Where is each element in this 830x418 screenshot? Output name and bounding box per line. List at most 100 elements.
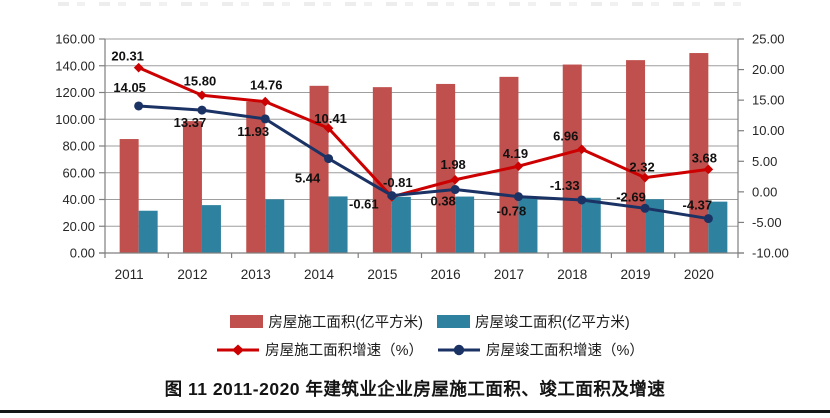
right-axis-tick-label: 0.00 <box>752 184 777 199</box>
legend-row-lines: 房屋施工面积增速（%） 房屋竣工面积增速（%） <box>216 339 644 360</box>
legend-swatch-completed-area <box>437 315 470 328</box>
right-axis-tick-label: 25.00 <box>752 32 785 47</box>
bar <box>518 196 538 253</box>
diamond-marker <box>640 172 650 183</box>
circle-marker <box>260 114 270 124</box>
data-label: 0.38 <box>430 194 455 209</box>
circle-marker <box>450 185 460 195</box>
line-series-2 <box>137 66 710 199</box>
bar <box>708 201 728 253</box>
x-axis-labels: 2011 2012 2013 2014 2015 2016 2017 2018 2019 2020 <box>115 267 714 282</box>
bar <box>436 83 456 253</box>
data-label: 14.76 <box>250 78 283 93</box>
cropped-text-remnant <box>58 2 748 6</box>
legend-item-completed-area: 房屋竣工面积(亿平方米) <box>437 311 630 332</box>
data-label: 3.68 <box>692 150 717 165</box>
bar <box>499 76 519 253</box>
right-axis-labels: -10.00 -5.00 0.00 5.00 10.00 15.00 20.00 25.00 <box>752 32 789 261</box>
left-axis-tick-label: 140.00 <box>55 58 95 73</box>
data-labels-series-2: 20.31 15.80 14.76 10.41 -0.81 1.98 4.19 6.96 2.3… <box>111 49 717 190</box>
left-axis-tick-label: 20.00 <box>62 219 95 234</box>
figure-caption: 图 11 2011-2020 年建筑业企业房屋施工面积、竣工面积及增速 <box>164 379 666 399</box>
left-axis-tick-label: 40.00 <box>62 192 95 207</box>
legend-label-completed-area: 房屋竣工面积(亿平方米) <box>475 315 630 331</box>
x-axis-year-label: 2014 <box>304 267 335 282</box>
data-label: -4.37 <box>683 198 713 213</box>
data-label: 15.80 <box>184 73 217 88</box>
diamond-marker <box>703 164 714 175</box>
left-axis-labels: 0.00 20.00 40.00 60.00 80.00 100.00 120.00 140.… <box>55 32 95 261</box>
data-label: 2.32 <box>629 160 654 175</box>
data-label: 1.98 <box>440 157 465 172</box>
diamond-marker <box>197 90 207 101</box>
markers-series-3 <box>134 101 713 224</box>
bar <box>246 101 266 253</box>
x-axis-year-label: 2020 <box>684 267 714 282</box>
legend-swatch-completed-growth-line-circle <box>438 344 480 355</box>
right-axis-tick-label: -5.00 <box>752 215 782 230</box>
circle-marker <box>513 192 523 202</box>
data-label: 10.41 <box>314 111 347 126</box>
diamond-marker <box>260 96 271 107</box>
x-axis-year-label: 2012 <box>177 267 207 282</box>
legend-item-construction-area: 房屋施工面积(亿平方米) <box>230 311 423 332</box>
diamond-marker <box>576 144 587 155</box>
bar <box>581 197 601 253</box>
legend-label-completed-growth: 房屋竣工面积增速（%） <box>486 343 644 359</box>
legend-swatch-construction-area <box>230 315 264 328</box>
x-axis-year-label: 2016 <box>431 267 461 282</box>
line-series-3 <box>137 104 710 221</box>
bar <box>138 210 158 253</box>
right-axis-tick-label: 5.00 <box>752 154 777 169</box>
circle-marker <box>577 195 587 205</box>
data-label: -1.33 <box>550 178 580 193</box>
bar <box>372 87 392 254</box>
bottom-rule <box>0 410 830 413</box>
data-label: 6.96 <box>553 128 578 143</box>
legend-swatch-construction-growth-line-diamond <box>217 344 260 355</box>
bar <box>201 205 221 253</box>
bar <box>626 60 646 253</box>
diamond-marker <box>513 161 524 172</box>
x-axis-year-label: 2019 <box>621 267 651 282</box>
data-label: 20.31 <box>111 49 144 64</box>
bar <box>328 196 348 253</box>
circle-marker <box>703 214 713 224</box>
legend-label-construction-growth: 房屋施工面积增速（%） <box>265 343 423 359</box>
circle-marker <box>324 154 334 164</box>
bar <box>645 199 665 253</box>
right-axis-tick-label: 20.00 <box>752 62 785 77</box>
diamond-marker <box>450 174 460 185</box>
circle-marker <box>640 203 650 213</box>
x-axis-year-label: 2013 <box>241 267 271 282</box>
data-label: -0.78 <box>497 204 527 219</box>
bar <box>391 196 411 253</box>
legend-item-construction-growth: 房屋施工面积增速（%） <box>216 339 423 360</box>
data-label: 14.05 <box>113 80 146 95</box>
left-axis-tick-label: 80.00 <box>62 139 95 154</box>
x-axis-year-label: 2017 <box>494 267 524 282</box>
chart-legend: 房屋施工面积(亿平方米) 房屋竣工面积(亿平方米) 房屋施工面积增速（%） <box>30 311 830 360</box>
bar <box>455 196 475 253</box>
data-label: 5.44 <box>295 171 321 186</box>
legend-item-completed-growth: 房屋竣工面积增速（%） <box>437 339 644 360</box>
left-axis-tick-label: 120.00 <box>55 85 95 100</box>
bar <box>265 199 285 253</box>
bar <box>562 64 582 253</box>
bar <box>689 53 709 254</box>
x-axis-year-label: 2018 <box>557 267 587 282</box>
x-axis-year-label: 2011 <box>115 267 144 282</box>
data-label: 13.37 <box>174 115 207 130</box>
bar <box>119 139 139 253</box>
circle-marker <box>387 191 397 201</box>
right-axis-tick-label: 10.00 <box>752 123 785 138</box>
bar-series-1 <box>138 196 728 253</box>
data-label: -0.61 <box>349 197 379 212</box>
bar-series-0 <box>119 53 709 254</box>
data-label: 11.93 <box>237 124 269 139</box>
data-label: -2.69 <box>616 189 646 204</box>
left-axis-tick-label: 160.00 <box>55 32 95 47</box>
left-axis-tick-label: 60.00 <box>62 165 95 180</box>
left-axis-tick-label: 100.00 <box>55 112 95 127</box>
